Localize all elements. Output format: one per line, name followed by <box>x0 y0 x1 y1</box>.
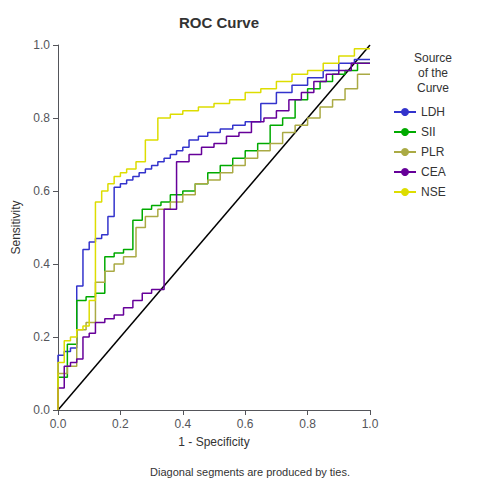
svg-text:ROC Curve: ROC Curve <box>179 14 259 31</box>
svg-text:0.6: 0.6 <box>33 184 50 198</box>
svg-text:1 - Specificity: 1 - Specificity <box>178 435 249 449</box>
svg-text:PLR: PLR <box>421 145 445 159</box>
svg-text:0.4: 0.4 <box>174 417 191 431</box>
svg-text:1.0: 1.0 <box>362 417 379 431</box>
svg-text:SII: SII <box>421 125 436 139</box>
svg-text:NSE: NSE <box>421 185 446 199</box>
svg-text:Source: Source <box>414 51 452 65</box>
svg-text:0.8: 0.8 <box>33 111 50 125</box>
svg-text:0.0: 0.0 <box>50 417 67 431</box>
svg-text:0.0: 0.0 <box>33 403 50 417</box>
svg-text:Diagonal segments are produced: Diagonal segments are produced by ties. <box>150 466 350 478</box>
svg-text:0.4: 0.4 <box>33 257 50 271</box>
svg-text:LDH: LDH <box>421 105 445 119</box>
svg-text:1.0: 1.0 <box>33 38 50 52</box>
svg-text:0.8: 0.8 <box>299 417 316 431</box>
svg-text:Sensitivity: Sensitivity <box>9 200 23 254</box>
svg-text:of the: of the <box>418 66 448 80</box>
svg-text:0.2: 0.2 <box>33 330 50 344</box>
svg-text:0.2: 0.2 <box>112 417 129 431</box>
svg-text:CEA: CEA <box>421 165 446 179</box>
svg-text:Curve: Curve <box>417 81 449 95</box>
svg-text:0.6: 0.6 <box>237 417 254 431</box>
